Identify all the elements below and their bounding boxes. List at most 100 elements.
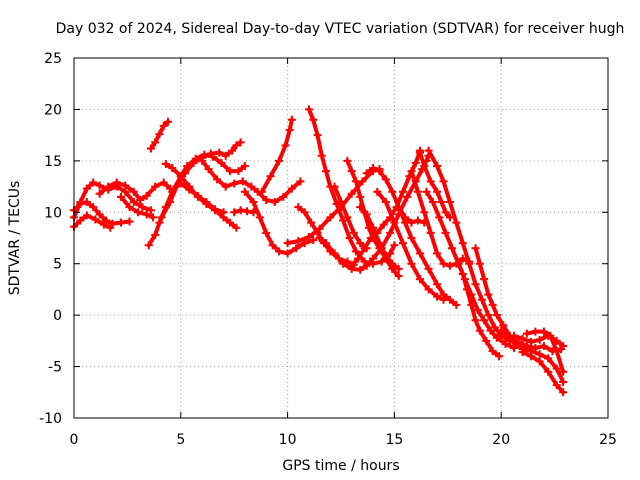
data-point	[394, 264, 403, 273]
data-point	[129, 198, 138, 206]
data-point	[552, 347, 561, 356]
series-line	[317, 153, 431, 272]
data-point	[172, 182, 181, 191]
data-point	[343, 156, 352, 165]
data-point	[326, 213, 335, 222]
series-line	[285, 167, 382, 246]
data-point	[279, 192, 288, 201]
data-point	[125, 217, 134, 226]
y-tick-label: 20	[44, 102, 62, 118]
data-point	[356, 192, 365, 201]
data-point	[428, 198, 437, 206]
data-point	[486, 326, 495, 335]
data-point	[102, 216, 111, 225]
series-32	[510, 331, 568, 350]
data-point	[471, 244, 480, 253]
data-point	[458, 270, 467, 278]
plot-frame	[73, 57, 609, 419]
data-point	[433, 187, 442, 196]
data-point	[287, 115, 296, 124]
data-point	[424, 264, 433, 273]
data-point	[445, 261, 454, 270]
data-point	[287, 184, 296, 193]
data-point	[351, 177, 360, 186]
y-axis-label: SDTVAR / TECUs	[7, 181, 23, 296]
data-point	[546, 331, 555, 340]
data-point	[151, 230, 160, 239]
data-point	[215, 148, 224, 157]
data-point	[82, 198, 91, 206]
data-point	[82, 184, 91, 193]
data-point	[221, 151, 230, 160]
data-point	[134, 208, 143, 217]
data-point	[362, 261, 371, 270]
data-point	[176, 179, 185, 188]
data-point	[510, 331, 519, 340]
data-point	[313, 228, 322, 237]
data-point	[228, 146, 237, 155]
data-point	[433, 280, 442, 289]
data-point	[347, 167, 356, 176]
data-point	[390, 218, 399, 227]
data-point	[343, 213, 352, 222]
data-point	[544, 367, 553, 376]
data-point	[518, 334, 527, 343]
x-axis-label: GPS time / hours	[282, 458, 399, 474]
data-point	[435, 213, 444, 222]
data-point	[552, 381, 561, 390]
data-point	[484, 311, 493, 320]
data-point	[497, 326, 506, 335]
data-point	[313, 131, 322, 140]
data-point	[407, 218, 416, 227]
data-point	[230, 208, 239, 217]
data-point	[193, 191, 202, 200]
data-point	[452, 218, 461, 227]
data-point	[142, 210, 151, 219]
data-point	[189, 158, 198, 167]
data-point	[283, 249, 292, 258]
series-9	[176, 179, 228, 217]
series-21	[356, 203, 403, 273]
data-point	[281, 141, 290, 150]
axis-ticks: 0 5 10 15 20 25 -10 -5 0 5 10 15 20 25	[39, 51, 617, 448]
chart-title: Day 032 of 2024, Sidereal Day-to-day VTE…	[56, 21, 625, 37]
data-point	[488, 300, 497, 309]
data-point	[480, 275, 489, 284]
data-point	[401, 213, 410, 222]
data-point	[407, 259, 416, 268]
data-point	[420, 208, 429, 217]
data-point	[394, 272, 403, 281]
data-point	[108, 219, 117, 228]
series-12	[240, 187, 318, 258]
data-point	[262, 228, 271, 237]
data-point	[300, 208, 309, 217]
x-tick-label: 15	[385, 432, 403, 448]
data-point	[76, 216, 85, 225]
data-point	[210, 205, 219, 214]
data-point	[159, 121, 168, 130]
data-point	[240, 162, 249, 170]
data-point	[354, 254, 363, 263]
data-point	[146, 144, 155, 153]
data-point	[360, 244, 369, 253]
y-tick-label: 25	[44, 51, 62, 67]
data-point	[151, 182, 160, 191]
data-point	[471, 316, 480, 325]
data-point	[420, 162, 429, 170]
data-point	[317, 151, 326, 160]
data-point	[198, 156, 207, 165]
data-point	[76, 200, 85, 209]
data-point	[181, 169, 190, 178]
data-point	[510, 344, 519, 353]
y-tick-label: 0	[53, 308, 62, 324]
data-point	[176, 172, 185, 181]
data-point	[426, 228, 435, 237]
data-point	[369, 164, 378, 173]
data-point	[439, 259, 448, 268]
data-point	[422, 187, 431, 196]
data-point	[407, 234, 416, 242]
series-31	[497, 326, 566, 356]
data-point	[390, 241, 399, 250]
data-point	[339, 259, 348, 268]
y-tick-label: -5	[48, 360, 62, 376]
